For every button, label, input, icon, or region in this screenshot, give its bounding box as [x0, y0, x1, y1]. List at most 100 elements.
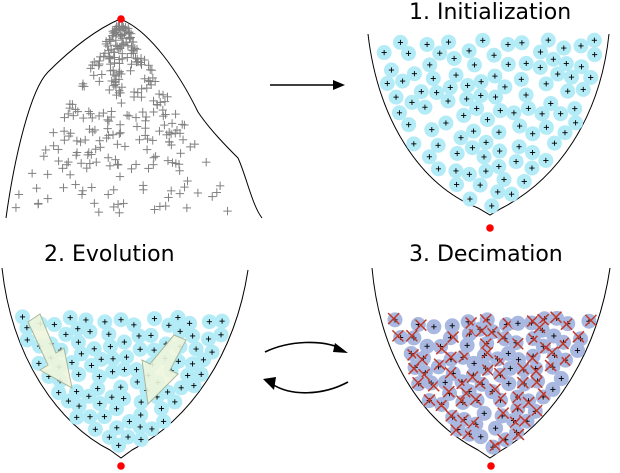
sample-point [82, 163, 91, 173]
sample-point [111, 41, 120, 50]
particle [391, 105, 407, 121]
sample-point [39, 152, 49, 161]
sample-point [116, 88, 125, 98]
sample-point [124, 111, 134, 121]
sample-point [140, 74, 149, 83]
sample-point [117, 34, 127, 43]
removed-particle-mark [493, 367, 506, 380]
sample-point [105, 85, 114, 95]
removed-particle-mark [449, 423, 463, 437]
drift-arrow-right [141, 334, 187, 406]
removed-particle-mark [518, 414, 531, 427]
sample-point [158, 90, 168, 100]
decimation-title: 3. Decimation [409, 242, 563, 267]
sample-point [114, 22, 123, 31]
particle [573, 38, 589, 54]
sample-point [176, 149, 185, 158]
particle [545, 381, 561, 397]
particle [558, 56, 574, 72]
sample-point [122, 37, 131, 47]
particle [508, 154, 524, 170]
particle [466, 355, 482, 371]
removed-particle-mark [391, 329, 404, 342]
sample-point [104, 131, 113, 140]
removed-particle-mark [485, 326, 498, 339]
particle [81, 388, 97, 404]
particle [519, 413, 535, 429]
sample-point [88, 113, 97, 123]
sample-point [96, 52, 105, 62]
sample-point [174, 160, 184, 169]
sample-point [178, 135, 188, 144]
sample-point [86, 109, 95, 118]
particle [64, 354, 80, 370]
particle [186, 378, 202, 394]
particle [446, 50, 462, 66]
sample-point [104, 46, 113, 55]
particle [449, 177, 465, 193]
particle [525, 145, 541, 161]
particle [213, 327, 229, 343]
particle [58, 326, 74, 342]
particle [422, 57, 438, 73]
removed-particle-mark [445, 409, 458, 422]
particle [444, 318, 460, 334]
removed-particle-mark [469, 393, 482, 406]
particle [19, 332, 35, 348]
sample-point [160, 97, 170, 106]
sample-point [109, 185, 118, 195]
sample-point [183, 176, 192, 186]
particle [538, 76, 554, 92]
particle [567, 101, 583, 117]
sample-point [108, 27, 117, 36]
drift-arrow-left [27, 313, 73, 389]
particle [376, 45, 392, 61]
initialization-panel [367, 32, 610, 232]
sample-point [126, 66, 135, 75]
sample-point [95, 77, 104, 86]
removed-particle-mark [497, 407, 510, 420]
particle [383, 62, 399, 78]
particle [156, 413, 172, 429]
sample-point [111, 82, 121, 92]
particle [466, 57, 482, 73]
sample-point [155, 126, 164, 136]
sample-point [107, 76, 116, 86]
sample-point [137, 92, 146, 102]
sample-point [149, 153, 158, 162]
removed-particle-mark [489, 383, 502, 396]
removed-particle-mark [442, 385, 455, 398]
sample-point [62, 160, 71, 169]
particle [486, 47, 502, 63]
sample-point [112, 42, 122, 51]
sample-point [149, 96, 158, 106]
sample-point [167, 140, 176, 150]
sample-point [41, 145, 50, 155]
particle [450, 421, 466, 437]
sample-point [43, 194, 52, 203]
particle [494, 408, 510, 424]
particle [91, 369, 107, 385]
particle [97, 314, 113, 330]
particle [430, 359, 446, 375]
particle [406, 66, 422, 82]
sample-point [97, 70, 106, 79]
particle [520, 100, 536, 116]
decimation-valley-curve [371, 267, 611, 459]
removed-particle-mark [530, 404, 543, 417]
sample-point [166, 129, 176, 139]
particle [429, 85, 445, 101]
particle [461, 43, 477, 59]
sample-point [143, 134, 152, 144]
particle [543, 95, 559, 111]
particle [460, 77, 476, 93]
sample-point [77, 190, 87, 199]
removed-particle-mark [533, 321, 546, 334]
particle [442, 79, 458, 95]
sample-point [115, 208, 124, 217]
particle [475, 32, 491, 48]
particle [484, 198, 500, 214]
sample-point [43, 170, 52, 179]
particle [426, 319, 442, 335]
